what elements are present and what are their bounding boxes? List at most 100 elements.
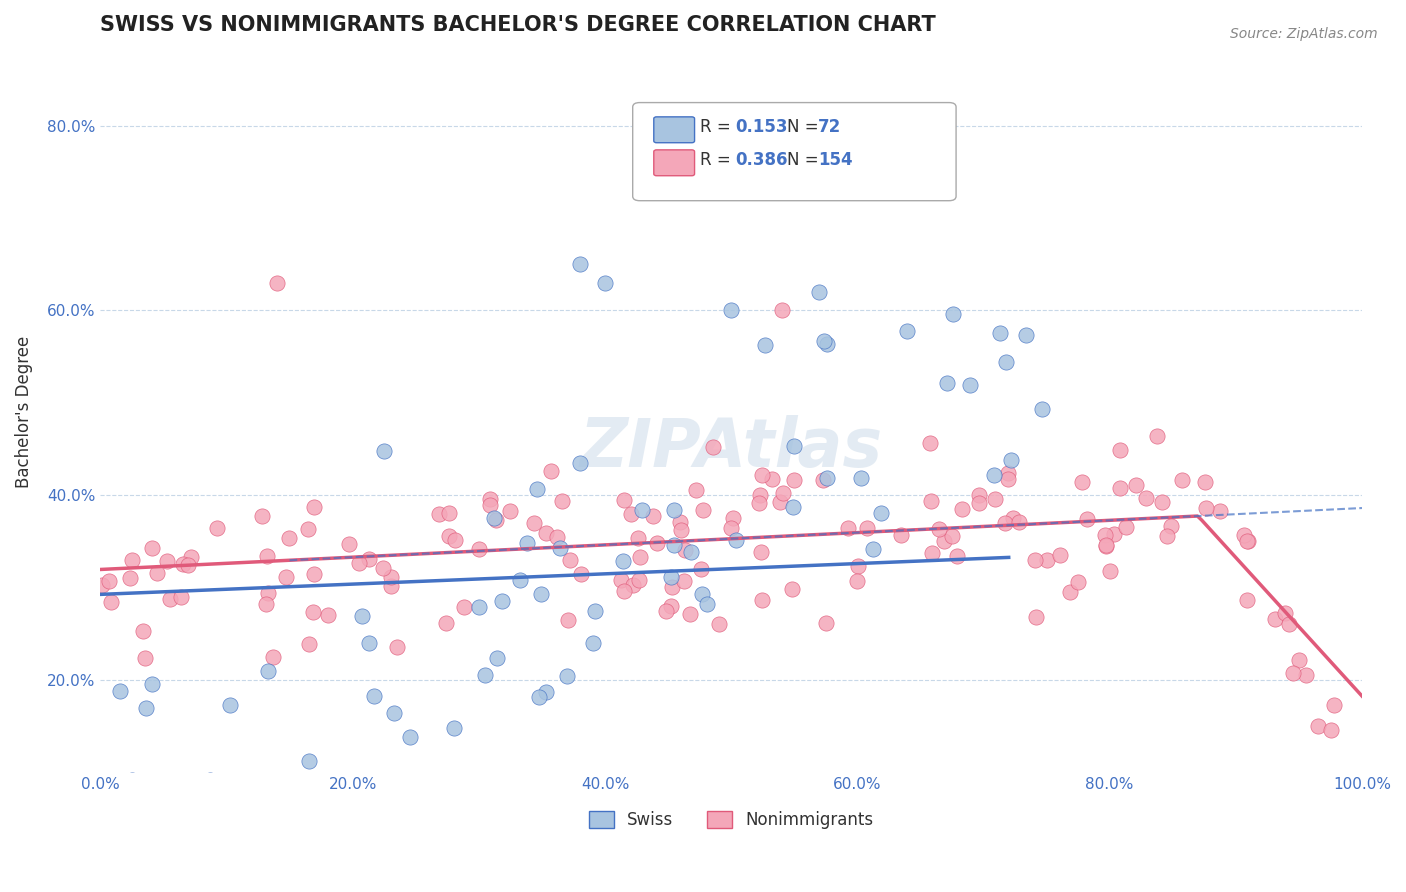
Point <box>696 598 718 612</box>
Point <box>628 549 651 564</box>
Point <box>277 531 299 545</box>
Point <box>339 536 361 550</box>
Point <box>399 730 422 744</box>
Point <box>200 773 222 788</box>
Point <box>1306 719 1329 733</box>
Point <box>141 677 163 691</box>
Point <box>262 649 284 664</box>
Text: R =: R = <box>700 151 737 169</box>
Point <box>1094 528 1116 542</box>
Point <box>257 665 280 679</box>
Point <box>1115 520 1137 534</box>
Point <box>613 583 636 598</box>
Point <box>380 570 402 584</box>
Point <box>118 571 141 585</box>
Point <box>815 337 838 351</box>
Point <box>540 464 562 478</box>
Point <box>509 573 531 587</box>
Point <box>558 552 581 566</box>
Point <box>983 468 1005 483</box>
Point <box>751 467 773 482</box>
Point <box>219 698 242 713</box>
Point <box>811 473 834 487</box>
Point <box>176 558 198 573</box>
Point <box>298 754 321 768</box>
Point <box>1036 553 1059 567</box>
Text: 0.153: 0.153 <box>735 118 787 136</box>
Point <box>121 553 143 567</box>
Point <box>437 506 460 520</box>
Text: 72: 72 <box>818 118 842 136</box>
Point <box>568 257 591 271</box>
Point <box>1094 539 1116 553</box>
Point <box>100 595 122 609</box>
Point <box>856 521 879 535</box>
Point <box>748 496 770 510</box>
Point <box>156 554 179 568</box>
Point <box>928 522 950 536</box>
Point <box>997 472 1019 486</box>
Point <box>98 574 121 588</box>
Point <box>373 444 395 458</box>
Point <box>103 805 125 819</box>
Text: N =: N = <box>787 151 824 169</box>
Point <box>406 806 429 821</box>
Point <box>610 573 633 587</box>
Point <box>380 579 402 593</box>
Point <box>647 535 669 549</box>
Point <box>959 378 981 392</box>
Point <box>444 533 467 547</box>
Point <box>1099 564 1122 578</box>
Point <box>1236 534 1258 549</box>
Point <box>169 591 191 605</box>
Point <box>347 556 370 570</box>
Point <box>813 334 835 348</box>
Point <box>297 522 319 536</box>
Point <box>382 706 405 721</box>
Point <box>621 577 644 591</box>
Point <box>1025 610 1047 624</box>
Point <box>984 491 1007 506</box>
Point <box>671 523 693 537</box>
Point <box>254 597 277 611</box>
Point <box>1015 327 1038 342</box>
Point <box>720 303 742 318</box>
Point <box>782 582 804 596</box>
Point <box>266 276 288 290</box>
Point <box>994 355 1017 369</box>
Point <box>1295 668 1317 682</box>
Point <box>702 440 724 454</box>
Point <box>751 593 773 607</box>
Point <box>551 493 574 508</box>
Point <box>1002 511 1025 525</box>
Point <box>1281 666 1303 681</box>
Point <box>205 520 228 534</box>
Point <box>772 485 794 500</box>
Point <box>1264 612 1286 626</box>
Point <box>1094 538 1116 552</box>
Point <box>250 509 273 524</box>
Point <box>301 605 323 619</box>
Point <box>631 503 654 517</box>
Point <box>749 545 772 559</box>
Point <box>172 558 194 572</box>
Point <box>132 624 155 638</box>
Point <box>659 570 682 584</box>
Point <box>434 615 457 630</box>
Point <box>846 574 869 589</box>
Point <box>1008 516 1031 530</box>
Point <box>749 488 772 502</box>
Point <box>437 529 460 543</box>
Point <box>1319 723 1341 738</box>
Point <box>443 722 465 736</box>
Point <box>385 640 408 654</box>
Point <box>1209 504 1232 518</box>
Legend: Swiss, Nonimmigrants: Swiss, Nonimmigrants <box>582 805 880 836</box>
Point <box>662 538 685 552</box>
Point <box>814 615 837 630</box>
Point <box>1059 585 1081 599</box>
Point <box>498 504 520 518</box>
Point <box>468 599 491 614</box>
Point <box>485 513 508 527</box>
Point <box>612 554 634 568</box>
